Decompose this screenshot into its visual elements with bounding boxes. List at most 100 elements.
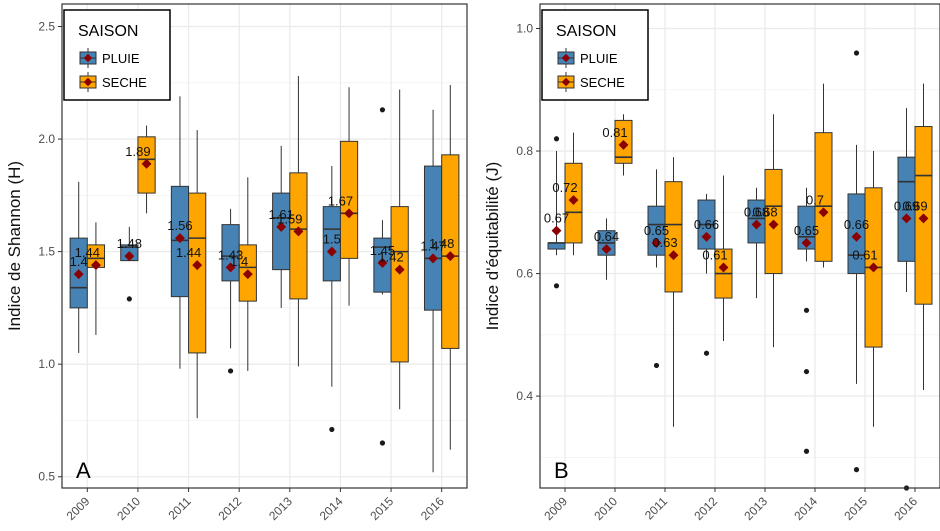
box-pluie-2014 [797,187,816,454]
box-pluie-2016 [897,108,916,491]
mean-marker [651,237,662,248]
mean-label: 0.69 [902,198,927,213]
mean-label: 0.72 [552,180,577,195]
panel-letter: A [76,458,91,483]
mean-marker [601,244,612,255]
y-axis-title: Indice de Shannon (H) [5,161,24,331]
x-tick-label: 2013 [741,494,770,523]
mean-label: 0.61 [852,247,877,262]
mean-label: 1.44 [176,245,201,260]
legend-title: SAISON [78,23,138,40]
x-tick-label: 2010 [591,494,620,523]
panel-a: 0.5 1.0 1.5 2.0 2.5 1.4 1.48 1.56 1.43 1.61 1.5 1.4… [5,3,468,523]
mean-marker [326,246,337,257]
mean-label: 1.45 [370,243,395,258]
box-seche-2015 [390,89,409,410]
mean-label: 0.68 [752,205,777,220]
mean-label: 1.48 [117,236,142,251]
legend-label-seche: SECHE [102,75,147,90]
outlier-point [227,368,234,374]
box-seche-2014 [339,87,359,306]
y-tick-label: 2.0 [38,132,55,146]
legend: SAISON PLUIE SECHE [541,9,649,101]
mean-label: 0.63 [652,235,677,250]
box-body [547,242,566,250]
mean-marker [818,207,829,218]
mean-label: 1.67 [328,193,353,208]
x-tick-label: 2014 [791,494,820,523]
mean-label: 0.64 [594,229,619,244]
y-tick-label: 0.4 [516,389,533,403]
mean-marker [192,260,203,271]
box-body [390,206,409,363]
mean-label: 0.65 [794,223,819,238]
box-seche-2011 [664,157,683,427]
mean-label: 0.68 [744,205,769,220]
mean-label: 1.89 [125,144,150,159]
x-tick-label: 2015 [367,494,396,523]
y-axis-title: Indice d'équitabilité (J) [483,162,502,331]
mean-marker [293,226,304,237]
mean-marker [344,208,354,219]
panel-border [539,3,940,489]
mean-label: 0.81 [602,125,627,140]
box-body [814,132,833,262]
mean-label: 0.7 [806,192,824,207]
x-tick-label: 2009 [64,494,93,523]
mean-label: 1.61 [269,207,294,222]
mean-marker [901,213,912,224]
mean-label: 1.4 [230,254,248,269]
y-tick-label: 0.8 [516,144,533,158]
mean-marker [551,225,562,236]
mean-marker [718,262,729,273]
panel-b: 0.4 0.6 0.8 1.0 0.67 0.64 0.65 0.66 0.68 0.65 0.66… [483,3,940,523]
mean-label: 1.5 [323,232,341,247]
mean-marker [701,231,712,242]
y-tick-label: 1.0 [516,22,533,36]
y-tick-label: 1.0 [38,357,55,371]
outlier-point [703,350,710,356]
x-tick-label: 2011 [166,494,194,522]
mean-marker [668,250,679,261]
mean-marker [618,139,629,150]
box-body [664,181,683,293]
mean-marker [276,221,287,232]
outlier-point [803,368,810,375]
mean-marker [868,262,879,273]
mean-marker [918,213,929,224]
mean-marker [801,237,812,248]
outlier-point [803,448,810,454]
x-tick-label: 2012 [691,494,720,523]
mean-marker [751,219,762,230]
outlier-point [853,467,860,473]
legend: SAISON PLUIE SECHE [63,9,171,101]
x-tick-label: 2010 [114,494,143,523]
panel-border [61,3,468,489]
mean-label: 0.67 [544,211,569,226]
mean-label: 0.66 [694,217,719,232]
mean-marker [394,264,405,275]
x-tick-label: 2011 [642,494,670,522]
mean-marker [428,253,439,264]
x-tick-label: 2014 [317,494,346,523]
y-tick-label: 0.6 [516,267,533,281]
legend-label-seche: SECHE [580,75,625,90]
x-tick-label: 2009 [541,494,570,523]
outlier-point [553,283,560,289]
mean-marker [175,233,185,244]
legend-key-pluie [79,48,97,68]
outlier-point [126,296,132,302]
mean-label: 0.66 [844,217,869,232]
legend-title: SAISON [556,23,616,40]
box-body [339,140,359,259]
legend-key-pluie [557,48,575,68]
mean-label: 1.44 [75,245,100,260]
mean-label: 0.61 [702,247,727,262]
mean-label: 1.59 [277,211,302,226]
legend-key-seche [79,72,97,92]
y-tick-label: 2.5 [38,20,55,34]
x-tick-label: 2013 [266,494,295,523]
panel-letter: B [554,458,569,483]
legend-label-pluie: PLUIE [102,51,140,66]
